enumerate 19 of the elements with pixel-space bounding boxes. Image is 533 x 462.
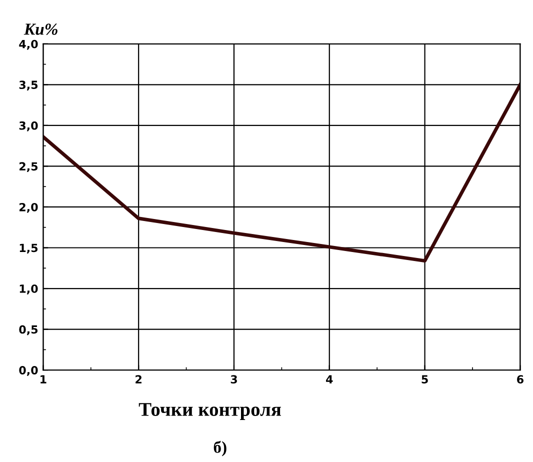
y-tick-label: 1,0	[20, 284, 38, 294]
x-tick-label: 1	[40, 375, 46, 384]
text: б)	[214, 440, 226, 456]
y-tick-label: 2,5	[20, 162, 38, 172]
x-tick-label: 6	[517, 375, 524, 384]
y-tick-label: 2,0	[20, 202, 38, 213]
y-tick-label: 3,0	[19, 121, 38, 132]
line-series	[43, 82, 520, 263]
y-tick-label: 4,0	[19, 40, 38, 50]
x-axis-title: Точки контроля	[138, 403, 281, 420]
x-tick-label: 4	[326, 375, 333, 384]
x-tick-label: 2	[136, 375, 142, 384]
y-tick-label: 1,5	[20, 244, 38, 254]
x-tick-label: 3	[230, 375, 237, 384]
y-tick-label: 0,0	[19, 366, 38, 376]
x-tick-label: 5	[422, 375, 428, 384]
y-tick-label: 3,5	[19, 80, 38, 90]
y-axis-title: Ku%	[24, 24, 58, 35]
y-tick-label: 0,5	[19, 325, 38, 336]
